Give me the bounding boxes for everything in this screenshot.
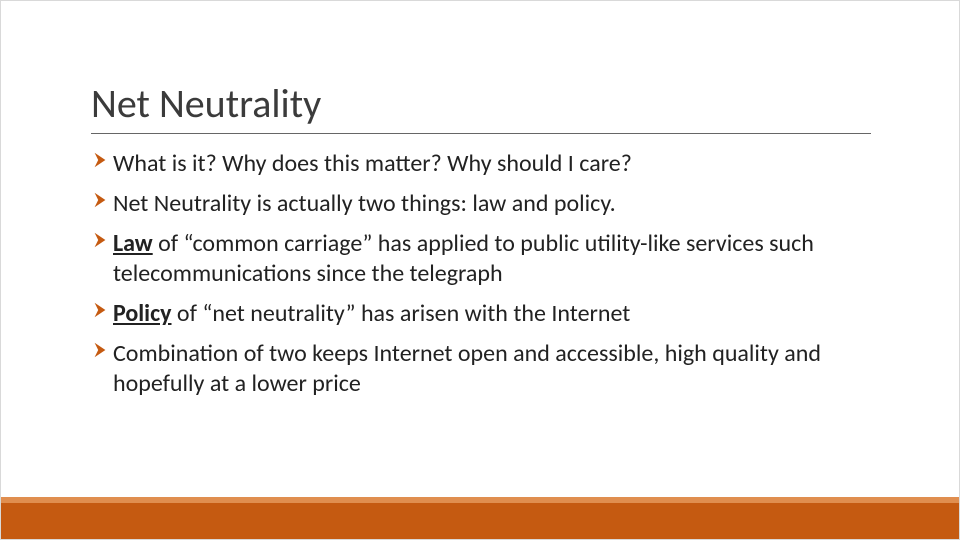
- bullet-item: Net Neutrality is actually two things: l…: [91, 189, 869, 219]
- bullet-item: Combination of two keeps Internet open a…: [91, 339, 869, 399]
- slide-title: Net Neutrality: [91, 79, 321, 128]
- slide-content: What is it? Why does this matter? Why sh…: [91, 149, 869, 409]
- title-underline: [91, 133, 871, 134]
- arrow-bullet-icon: [91, 231, 109, 249]
- bullet-text: Law of “common carriage” has applied to …: [113, 229, 869, 289]
- bullet-item: Law of “common carriage” has applied to …: [91, 229, 869, 289]
- bullet-rest: of “net neutrality” has arisen with the …: [172, 299, 631, 328]
- bullet-item: Policy of “net neutrality” has arisen wi…: [91, 299, 869, 329]
- bullet-lead: Law: [113, 229, 153, 258]
- bullet-text: Net Neutrality is actually two things: l…: [113, 189, 869, 219]
- band-bottom-stripe: [1, 503, 959, 539]
- bullet-rest: of “common carriage” has applied to publ…: [113, 229, 814, 288]
- bullet-text: Combination of two keeps Internet open a…: [113, 339, 869, 399]
- arrow-bullet-icon: [91, 341, 109, 359]
- bottom-accent-band: [1, 497, 959, 539]
- bullet-item: What is it? Why does this matter? Why sh…: [91, 149, 869, 179]
- arrow-bullet-icon: [91, 151, 109, 169]
- bullet-lead: Policy: [113, 299, 172, 328]
- slide: Net Neutrality What is it? Why does this…: [0, 0, 960, 540]
- bullet-text: Policy of “net neutrality” has arisen wi…: [113, 299, 869, 329]
- arrow-bullet-icon: [91, 191, 109, 209]
- arrow-bullet-icon: [91, 301, 109, 319]
- bullet-text: What is it? Why does this matter? Why sh…: [113, 149, 869, 179]
